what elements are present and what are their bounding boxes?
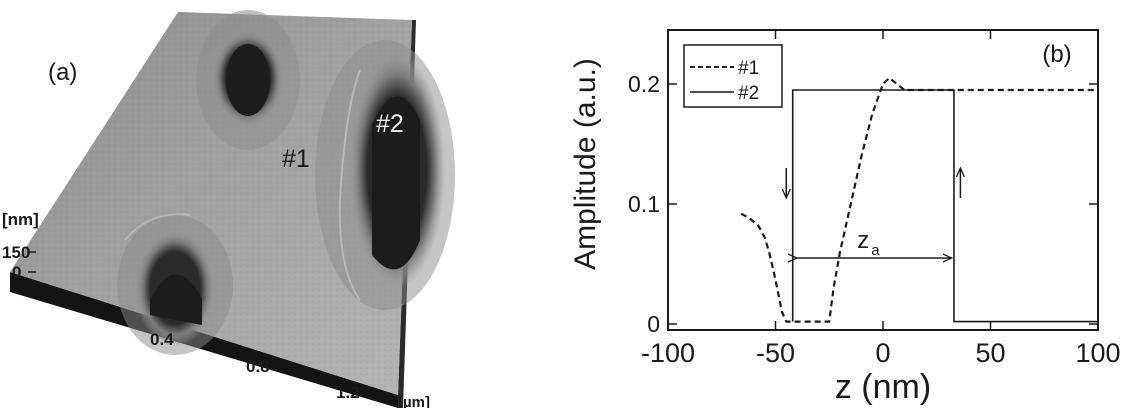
x-tick-0.8: 0.8 (246, 357, 270, 376)
y-axis-label: Amplitude (a.u.) (569, 58, 602, 270)
series-line-1 (740, 76, 1098, 323)
x-unit-label: [µm] (398, 394, 430, 408)
panel-b-chart: Amplitude (a.u.) z (nm) (b) -100 -50 0 50 10… (569, 29, 1121, 406)
x-tick-0.4: 0.4 (150, 330, 174, 349)
x-tick-label: -100 (641, 338, 695, 368)
x-tick-label: 0 (875, 338, 890, 368)
marker-hole-2: #2 (376, 110, 404, 138)
panel-a-afm-image: (a) #1 #2 [nm] 150 0 0.4 0.8 1.2 [µm] (2, 10, 455, 408)
za-subscript: a (871, 242, 880, 259)
x-tick-label: 100 (1075, 338, 1120, 368)
x-tick-label: 50 (975, 338, 1005, 368)
x-tick-1.2: 1.2 (336, 383, 360, 402)
z-tick-150: 150 (2, 243, 30, 262)
panel-b-label: (b) (1042, 41, 1071, 68)
za-label: z (857, 227, 869, 254)
y-tick-label: 0 (647, 311, 660, 337)
legend-label-series-2: #2 (738, 83, 759, 104)
y-tick-label: 0.1 (628, 191, 660, 217)
legend-label-series-1: #1 (738, 58, 759, 79)
x-tick-label: -50 (756, 338, 795, 368)
series-line-2 (791, 89, 1098, 323)
x-axis-label: z (nm) (835, 368, 931, 406)
plot-frame (667, 29, 1099, 331)
legend-box (683, 44, 783, 108)
z-unit-label: [nm] (2, 210, 39, 229)
marker-hole-1: #1 (282, 145, 310, 173)
z-tick-0: 0 (12, 263, 21, 282)
y-tick-label: 0.2 (628, 71, 660, 97)
legend: #1 #2 (683, 44, 783, 108)
panel-a-label: (a) (48, 59, 77, 86)
